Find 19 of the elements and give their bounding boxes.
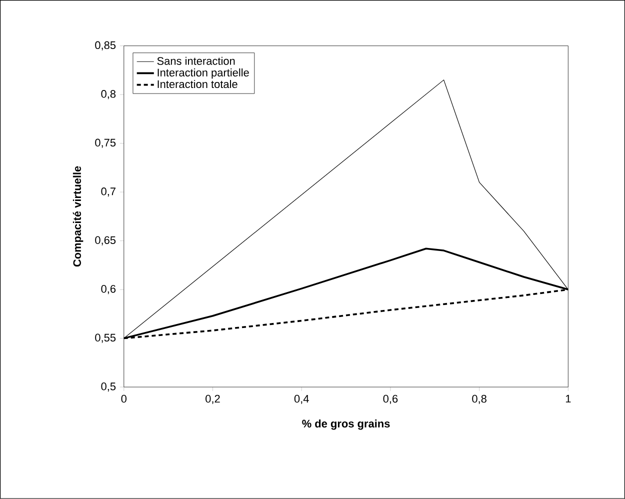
y-tick-label: 0,85	[95, 41, 116, 50]
x-tick-label: 1	[566, 394, 571, 402]
y-tick-label: 0,75	[95, 138, 116, 148]
legend-label: Sans interaction	[157, 56, 235, 65]
legend-label: Interaction totale	[158, 80, 238, 88]
y-tick-label: 0,5	[101, 382, 116, 392]
x-tick-label: 0,2	[206, 394, 220, 404]
x-tick-label: 0,6	[383, 394, 398, 404]
x-axis-title: % de gros grains	[302, 420, 390, 430]
y-tick-label: 0,6	[101, 285, 116, 294]
x-tick-label: 0,8	[472, 394, 486, 404]
y-tick-label: 0,65	[95, 236, 116, 246]
legend-label: Interaction partielle	[158, 68, 249, 79]
x-tick-label: 0	[121, 394, 126, 403]
y-tick-label: 0,8	[101, 90, 116, 100]
y-axis-title: Compacité virtuelle	[72, 166, 84, 267]
y-tick-label: 0,7	[101, 188, 116, 197]
y-tick-label: 0,55	[95, 334, 116, 343]
x-tick-label: 0,4	[294, 394, 309, 404]
